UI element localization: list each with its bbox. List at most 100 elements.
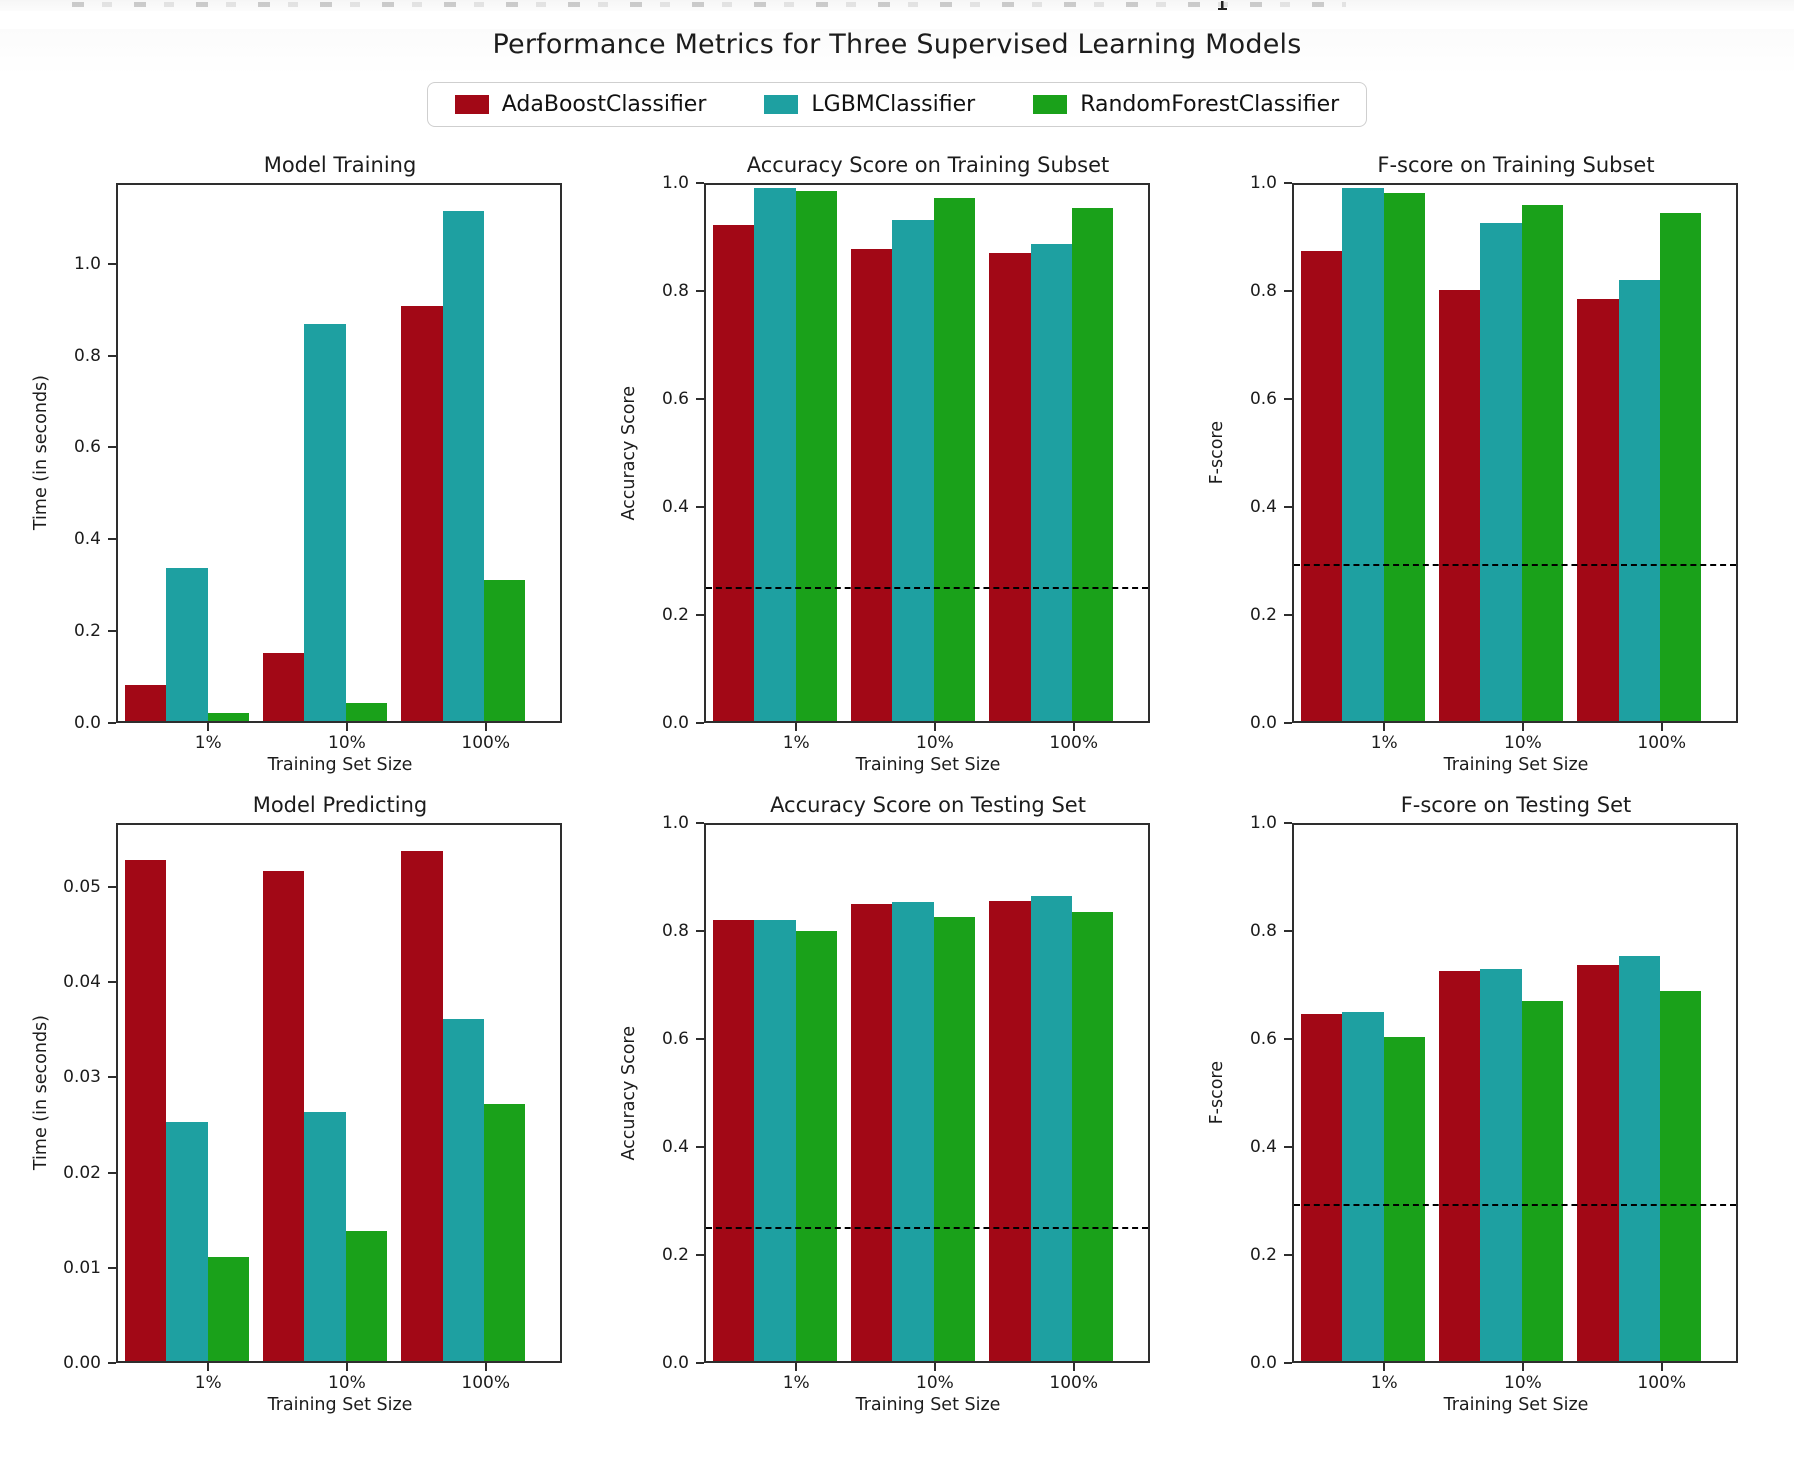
baseline-dashed-line bbox=[1294, 1203, 1736, 1206]
x-axis-label: Training Set Size bbox=[1443, 755, 1589, 775]
bar-lgbmclassifier-1pct bbox=[754, 187, 796, 721]
subplot-model-training: Model Training Time (in seconds) 0.0 0.2 0.4… bbox=[28, 153, 562, 779]
bar-randomforestclassifier-100pct bbox=[484, 579, 526, 721]
bar-randomforestclassifier-100pct bbox=[1660, 991, 1702, 1361]
bar-lgbmclassifier-100pct bbox=[442, 210, 485, 721]
y-tick-label: 0.6 bbox=[1249, 389, 1277, 409]
x-tick-label: 10% bbox=[916, 733, 954, 753]
legend-item-lgbmclassifier: LGBMClassifier bbox=[764, 92, 975, 117]
legend-swatch-lgbmclassifier bbox=[764, 95, 799, 114]
y-tick-label: 0.6 bbox=[661, 389, 689, 409]
bar-lgbmclassifier-10pct bbox=[1480, 968, 1522, 1361]
x-tick-label: 100% bbox=[1049, 733, 1098, 753]
x-tick-mark bbox=[207, 1363, 210, 1371]
figure-title: Performance Metrics for Three Supervised… bbox=[492, 29, 1302, 60]
subplot-accuracy-training: Accuracy Score on Training Subset Accurac… bbox=[616, 153, 1150, 779]
y-axis: 0.0 0.2 0.4 0.6 0.8 1.0 bbox=[642, 813, 704, 1373]
bar-randomforestclassifier-10pct bbox=[933, 916, 976, 1361]
x-tick-label: 100% bbox=[1637, 733, 1686, 753]
bar-randomforestclassifier-100pct bbox=[484, 1103, 526, 1361]
y-tick-mark bbox=[108, 885, 116, 888]
x-axis: 1% 10% 100% bbox=[1294, 723, 1738, 755]
bar-lgbmclassifier-10pct bbox=[304, 1112, 346, 1361]
y-tick-label: 0.04 bbox=[63, 972, 101, 993]
y-tick-mark bbox=[696, 398, 704, 400]
legend-swatch-adaboostclassifier bbox=[454, 95, 489, 114]
y-axis-label-wrap: F-score bbox=[1204, 183, 1230, 723]
bar-adaboostclassifier-1pct bbox=[712, 919, 755, 1361]
y-tick-label: 0.4 bbox=[1249, 497, 1277, 517]
bar-lgbmclassifier-100pct bbox=[1618, 280, 1661, 721]
y-tick-label: 0.8 bbox=[73, 345, 101, 366]
y-axis-label-wrap: Time (in seconds) bbox=[28, 823, 54, 1363]
subplot-model-predicting: Model Predicting Time (in seconds) 0.00 0.0… bbox=[28, 793, 562, 1419]
legend-label: AdaBoostClassifier bbox=[501, 92, 707, 117]
y-tick-label: 0.2 bbox=[73, 621, 101, 642]
x-axis-label: Training Set Size bbox=[267, 1395, 413, 1415]
y-tick-mark bbox=[1284, 1362, 1292, 1364]
y-tick-label: 0.6 bbox=[1249, 1029, 1277, 1049]
x-tick-label: 100% bbox=[1637, 1373, 1686, 1393]
y-tick-label: 0.01 bbox=[63, 1257, 101, 1278]
bar-lgbmclassifier-1pct bbox=[166, 1121, 208, 1361]
y-tick-label: 0.4 bbox=[661, 497, 689, 517]
x-tick-label: 1% bbox=[782, 1373, 810, 1393]
y-tick-label: 0.8 bbox=[661, 921, 689, 941]
y-tick-label: 0.2 bbox=[661, 605, 689, 625]
y-tick-mark bbox=[1284, 290, 1292, 292]
baseline-dashed-line bbox=[706, 1227, 1148, 1230]
y-tick-mark bbox=[696, 930, 704, 932]
legend-label: RandomForestClassifier bbox=[1080, 92, 1340, 117]
y-tick-label: 0.0 bbox=[1249, 713, 1277, 733]
bar-randomforestclassifier-10pct bbox=[1521, 1001, 1564, 1361]
x-tick-label: 10% bbox=[328, 1373, 366, 1393]
y-axis-label-wrap: Time (in seconds) bbox=[28, 183, 54, 723]
x-tick-mark bbox=[1072, 723, 1075, 731]
bar-lgbmclassifier-10pct bbox=[304, 324, 346, 721]
figure: Performance Metrics for Three Supervised… bbox=[0, 29, 1794, 1419]
bar-randomforestclassifier-100pct bbox=[1660, 213, 1702, 721]
bar-randomforestclassifier-1pct bbox=[1383, 192, 1426, 721]
x-axis: 1% 10% 100% bbox=[706, 723, 1150, 755]
x-tick-mark bbox=[345, 723, 348, 731]
subplot-body: F-score 0.0 0.2 0.4 0.6 0.8 1.0 bbox=[1204, 173, 1738, 733]
x-tick-label: 10% bbox=[1504, 1373, 1542, 1393]
y-tick-mark bbox=[108, 981, 116, 984]
x-tick-label: 100% bbox=[1049, 1373, 1098, 1393]
y-tick-label: 1.0 bbox=[1249, 813, 1277, 833]
cropped-text-remnant bbox=[0, 0, 1794, 11]
y-tick-mark bbox=[696, 290, 704, 292]
y-tick-mark bbox=[696, 1362, 704, 1364]
x-tick-mark bbox=[345, 1363, 348, 1371]
x-axis: 1% 10% 100% bbox=[1294, 1363, 1738, 1395]
bar-lgbmclassifier-10pct bbox=[892, 902, 934, 1361]
y-tick-mark bbox=[1284, 1038, 1292, 1040]
y-tick-mark bbox=[108, 354, 116, 357]
x-axis-label: Training Set Size bbox=[1443, 1395, 1589, 1415]
bar-randomforestclassifier-1pct bbox=[207, 712, 250, 721]
y-axis-label-wrap: F-score bbox=[1204, 823, 1230, 1363]
x-tick-label: 10% bbox=[328, 733, 366, 753]
y-tick-mark bbox=[1284, 1146, 1292, 1148]
subplot-title: Model Training bbox=[263, 153, 417, 177]
y-tick-mark bbox=[696, 182, 704, 184]
x-tick-mark bbox=[1660, 1363, 1663, 1371]
bar-adaboostclassifier-100pct bbox=[1577, 298, 1619, 721]
bar-lgbmclassifier-1pct bbox=[754, 919, 796, 1361]
y-tick-mark bbox=[108, 1362, 116, 1364]
subplot-title: Accuracy Score on Testing Set bbox=[770, 793, 1086, 817]
x-tick-mark bbox=[933, 723, 936, 731]
x-tick-mark bbox=[1521, 1363, 1524, 1371]
y-axis-label: F-score bbox=[1207, 1061, 1227, 1125]
bar-adaboostclassifier-10pct bbox=[1439, 970, 1481, 1361]
y-tick-label: 0.8 bbox=[1249, 921, 1277, 941]
plot-area-accuracy-training bbox=[704, 183, 1150, 723]
y-axis-label-wrap: Accuracy Score bbox=[616, 823, 642, 1363]
x-tick-label: 1% bbox=[194, 1373, 222, 1393]
y-tick-label: 0.4 bbox=[661, 1137, 689, 1157]
y-tick-mark bbox=[696, 1146, 704, 1148]
legend-item-randomforestclassifier: RandomForestClassifier bbox=[1033, 92, 1339, 117]
subplot-body: Time (in seconds) 0.00 0.01 0.02 0.03 0.04 0.0… bbox=[28, 823, 562, 1373]
y-tick-label: 0.0 bbox=[661, 1353, 689, 1373]
y-tick-mark bbox=[1284, 398, 1292, 400]
